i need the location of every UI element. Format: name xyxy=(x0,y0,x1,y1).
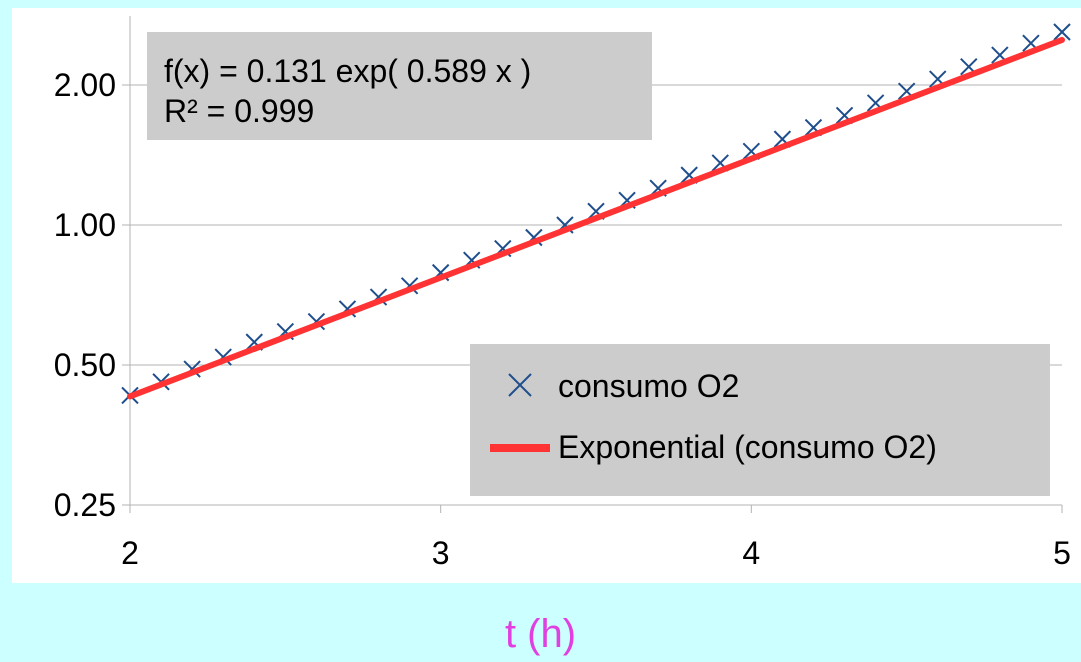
equation-box: f(x) = 0.131 exp( 0.589 x ) R² = 0.999 xyxy=(147,32,652,140)
legend-label-consumo-o2: consumo O2 xyxy=(558,368,739,404)
x-axis-title: t (h) xyxy=(504,612,577,656)
chart-panel: 0.25 0.50 1.00 2.00 2 3 4 5 f(x) = 0.131 exp( 0… xyxy=(12,8,1081,583)
x-tick-label: 2 xyxy=(121,535,139,571)
exponential-trendline xyxy=(127,36,1065,400)
trendline-r2: R² = 0.999 xyxy=(164,93,314,129)
legend-marker-x-icon xyxy=(508,373,532,397)
y-tick-label: 1.00 xyxy=(54,207,116,243)
trend-layer xyxy=(127,36,1065,400)
y-tick-label: 0.50 xyxy=(54,347,116,383)
y-tick-label: 2.00 xyxy=(54,67,116,103)
equation-box-bg xyxy=(147,32,652,140)
axis-layer: 0.25 0.50 1.00 2.00 2 3 4 5 xyxy=(54,16,1071,571)
data-point-marker xyxy=(1053,23,1071,41)
legend-bg xyxy=(470,344,1050,496)
x-tick-label: 5 xyxy=(1053,535,1071,571)
legend[interactable]: consumo O2 Exponential (consumo O2) xyxy=(470,344,1050,496)
legend-label-exponential: Exponential (consumo O2) xyxy=(558,429,937,465)
trendline-equation: f(x) = 0.131 exp( 0.589 x ) xyxy=(164,53,531,89)
y-tick-label: 0.25 xyxy=(54,487,116,523)
chart-svg: 0.25 0.50 1.00 2.00 2 3 4 5 f(x) = 0.131 exp( 0… xyxy=(54,16,1071,571)
x-tick-label: 3 xyxy=(432,535,450,571)
x-tick-label: 4 xyxy=(742,535,760,571)
